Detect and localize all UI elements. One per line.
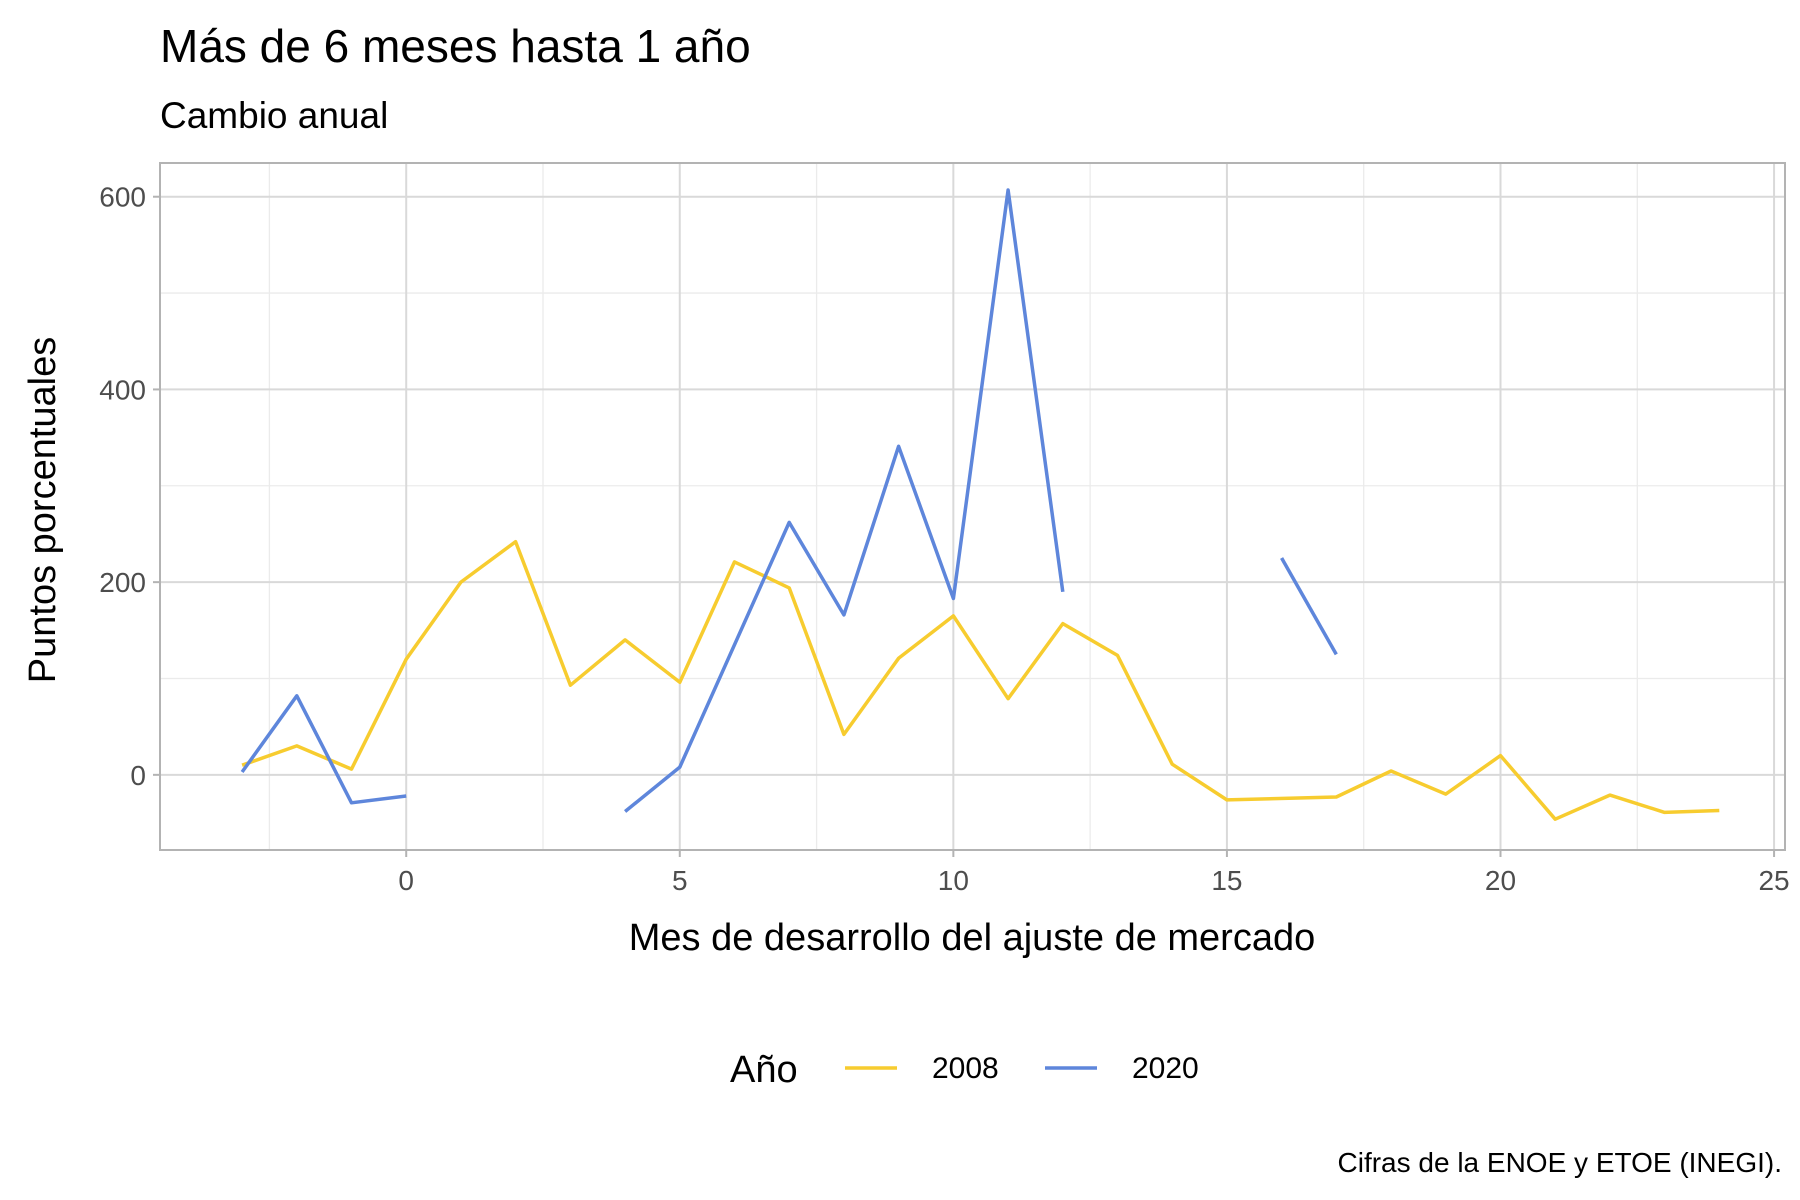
series-line-2008 xyxy=(241,539,1720,821)
chart-caption: Cifras de la ENOE y ETOE (INEGI). xyxy=(1338,1147,1782,1178)
x-tick-label: 5 xyxy=(672,865,688,896)
y-tick-label: 600 xyxy=(99,182,146,213)
series-line-2020 xyxy=(1280,557,1338,656)
y-axis-title: Puntos porcentuales xyxy=(22,337,64,683)
x-axis-title: Mes de desarrollo del ajuste de mercado xyxy=(629,917,1316,959)
panel-border xyxy=(159,162,1786,851)
x-tick-label: 0 xyxy=(398,865,414,896)
x-tick-label: 10 xyxy=(938,865,969,896)
x-tick-label: 15 xyxy=(1211,865,1242,896)
chart-subtitle: Cambio anual xyxy=(160,95,388,136)
y-tick-label: 200 xyxy=(99,567,146,598)
legend-title: Año xyxy=(730,1049,798,1091)
y-axis-ticks: 0 200 400 600 xyxy=(99,182,160,791)
y-tick-label: 0 xyxy=(130,760,146,791)
series-line-2020 xyxy=(240,694,407,805)
x-axis-ticks: 0 5 10 15 20 25 xyxy=(398,850,1790,896)
series-line-2020 xyxy=(623,188,1065,813)
x-tick-label: 25 xyxy=(1758,865,1789,896)
legend: Año 2008 2020 xyxy=(730,1049,1199,1091)
plot-panel xyxy=(159,162,1786,851)
chart-title: Más de 6 meses hasta 1 año xyxy=(160,20,751,72)
legend-label-2008: 2008 xyxy=(932,1052,999,1085)
y-tick-label: 400 xyxy=(99,374,146,405)
x-tick-label: 20 xyxy=(1485,865,1516,896)
legend-label-2020: 2020 xyxy=(1132,1052,1199,1085)
